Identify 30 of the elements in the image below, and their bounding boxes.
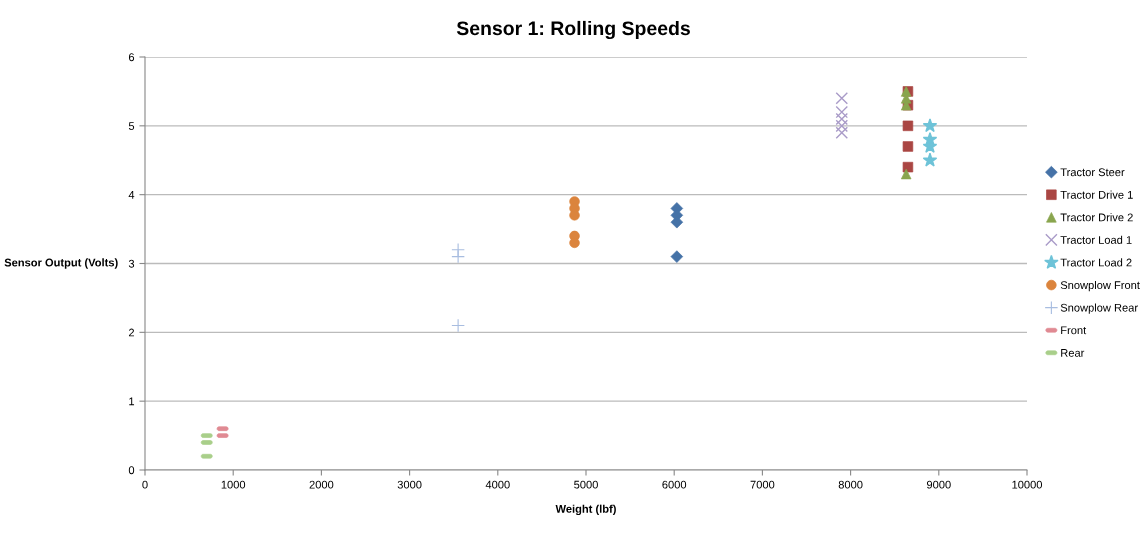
legend-label: Tractor Load 2 [1060,258,1132,267]
legend-label: Tractor Drive 1 [1060,190,1133,199]
legend-label: Tractor Load 1 [1060,235,1132,244]
y-tick-label: 1 [129,397,135,406]
y-tick-label: 0 [128,466,135,475]
x-tick-label: 1000 [221,480,246,489]
y-tick-label: 3 [128,259,135,268]
y-tick-label: 4 [128,191,135,199]
x-tick-label: 3000 [397,480,422,489]
legend-label: Front [1061,326,1087,335]
legend-label: Tractor Steer [1060,168,1125,177]
x-tick-label: 2000 [309,480,334,489]
legend-label: Rear [1061,349,1085,357]
y-axis-title: Sensor Output (Volts) [4,258,118,269]
x-tick-label: 6000 [662,480,687,489]
y-tick-label: 2 [128,328,135,337]
chart-title: Sensor 1: Rolling Speeds [456,20,690,40]
legend-label: Snowplow Rear [1060,303,1138,314]
x-tick-label: 10000 [1012,480,1043,489]
y-tick-label: 5 [128,122,135,130]
legend-label: Snowplow Front [1060,280,1140,292]
x-tick-label: 0 [142,480,148,489]
x-tick-label: 9000 [926,480,951,489]
x-tick-label: 5000 [574,480,598,489]
legend-label: Tractor Drive 2 [1060,213,1133,222]
x-axis-title: Weight (lbf) [555,504,616,516]
x-tick-label: 4000 [485,480,510,489]
x-tick-label: 7000 [750,480,775,489]
y-tick-label: 6 [128,53,135,62]
x-tick-label: 8000 [838,480,863,489]
